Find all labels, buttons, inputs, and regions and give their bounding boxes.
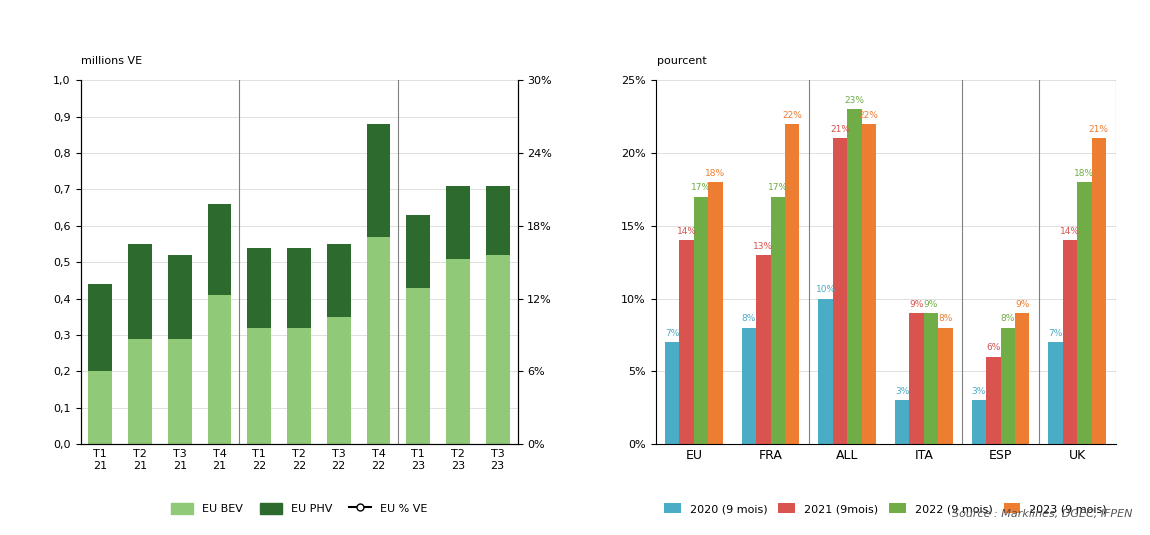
Bar — [208, 295, 231, 444]
Bar — [208, 204, 231, 295]
Text: 9%: 9% — [910, 300, 923, 309]
Text: 8%: 8% — [938, 314, 952, 323]
Bar — [680, 240, 693, 444]
Bar — [168, 339, 192, 444]
Bar — [895, 400, 910, 444]
Bar — [819, 299, 833, 444]
Text: 8%: 8% — [1000, 314, 1015, 323]
Bar — [757, 255, 770, 444]
Text: pourcent: pourcent — [657, 56, 707, 66]
Bar — [367, 124, 390, 236]
Bar — [327, 317, 351, 444]
Text: 22%: 22% — [782, 111, 802, 119]
Bar — [1015, 313, 1029, 444]
Text: millions VE: millions VE — [81, 56, 141, 66]
Text: 18%: 18% — [705, 169, 726, 178]
Bar — [910, 313, 923, 444]
Bar — [923, 313, 938, 444]
Bar — [1000, 327, 1015, 444]
Bar — [168, 255, 192, 339]
Bar — [1063, 240, 1078, 444]
Text: 9%: 9% — [923, 300, 938, 309]
Bar — [89, 371, 113, 444]
Text: 7%: 7% — [1049, 329, 1063, 338]
Bar — [665, 342, 680, 444]
Bar — [972, 400, 987, 444]
Bar — [708, 182, 722, 444]
Bar — [406, 215, 430, 288]
Text: 21%: 21% — [830, 125, 850, 134]
Bar — [938, 327, 952, 444]
Bar — [833, 139, 848, 444]
Text: Source : Marklines, DGEC, IFPEN: Source : Marklines, DGEC, IFPEN — [952, 509, 1133, 519]
Text: 14%: 14% — [676, 227, 697, 236]
Bar — [89, 284, 113, 371]
Bar — [987, 357, 1000, 444]
Text: 6%: 6% — [987, 343, 1000, 353]
Bar — [446, 258, 470, 444]
Bar — [128, 339, 152, 444]
Text: 17%: 17% — [691, 184, 711, 192]
Bar — [446, 186, 470, 258]
Bar — [288, 248, 310, 327]
Bar — [367, 236, 390, 444]
Bar — [485, 255, 509, 444]
Text: 3%: 3% — [895, 387, 910, 396]
Legend: EU BEV, EU PHV, EU % VE: EU BEV, EU PHV, EU % VE — [167, 498, 431, 518]
Bar — [327, 244, 351, 317]
Bar — [848, 109, 861, 444]
Bar — [742, 327, 757, 444]
Bar — [1091, 139, 1106, 444]
Legend: 2020 (9 mois), 2021 (9mois), 2022 (9 mois), 2023 (9 mois): 2020 (9 mois), 2021 (9mois), 2022 (9 moi… — [660, 499, 1111, 518]
Text: 22%: 22% — [859, 111, 879, 119]
Text: 13%: 13% — [753, 241, 773, 250]
Bar — [406, 288, 430, 444]
Bar — [770, 197, 784, 444]
Text: 10%: 10% — [815, 285, 836, 294]
Bar — [288, 327, 310, 444]
Bar — [485, 186, 509, 255]
Text: Ventes et parts de marché des VE (Europe): Ventes et parts de marché des VE (Europe… — [72, 29, 508, 48]
Bar — [784, 124, 799, 444]
Bar — [693, 197, 708, 444]
Text: 18%: 18% — [1074, 169, 1095, 178]
Bar — [1049, 342, 1063, 444]
Text: 3%: 3% — [972, 387, 987, 396]
Text: 8%: 8% — [742, 314, 757, 323]
Text: 9%: 9% — [1015, 300, 1029, 309]
Bar — [861, 124, 876, 444]
Text: 17%: 17% — [768, 184, 788, 192]
Text: 14%: 14% — [1060, 227, 1080, 236]
Text: 7%: 7% — [665, 329, 680, 338]
Bar — [247, 327, 271, 444]
Text: 23%: 23% — [844, 96, 865, 105]
Bar — [1078, 182, 1091, 444]
Bar — [247, 248, 271, 327]
Text: 21%: 21% — [1089, 125, 1109, 134]
Bar — [128, 244, 152, 339]
Text: Evolution de la part de marché des VE en EU: Evolution de la part de marché des VE en… — [635, 29, 1084, 48]
